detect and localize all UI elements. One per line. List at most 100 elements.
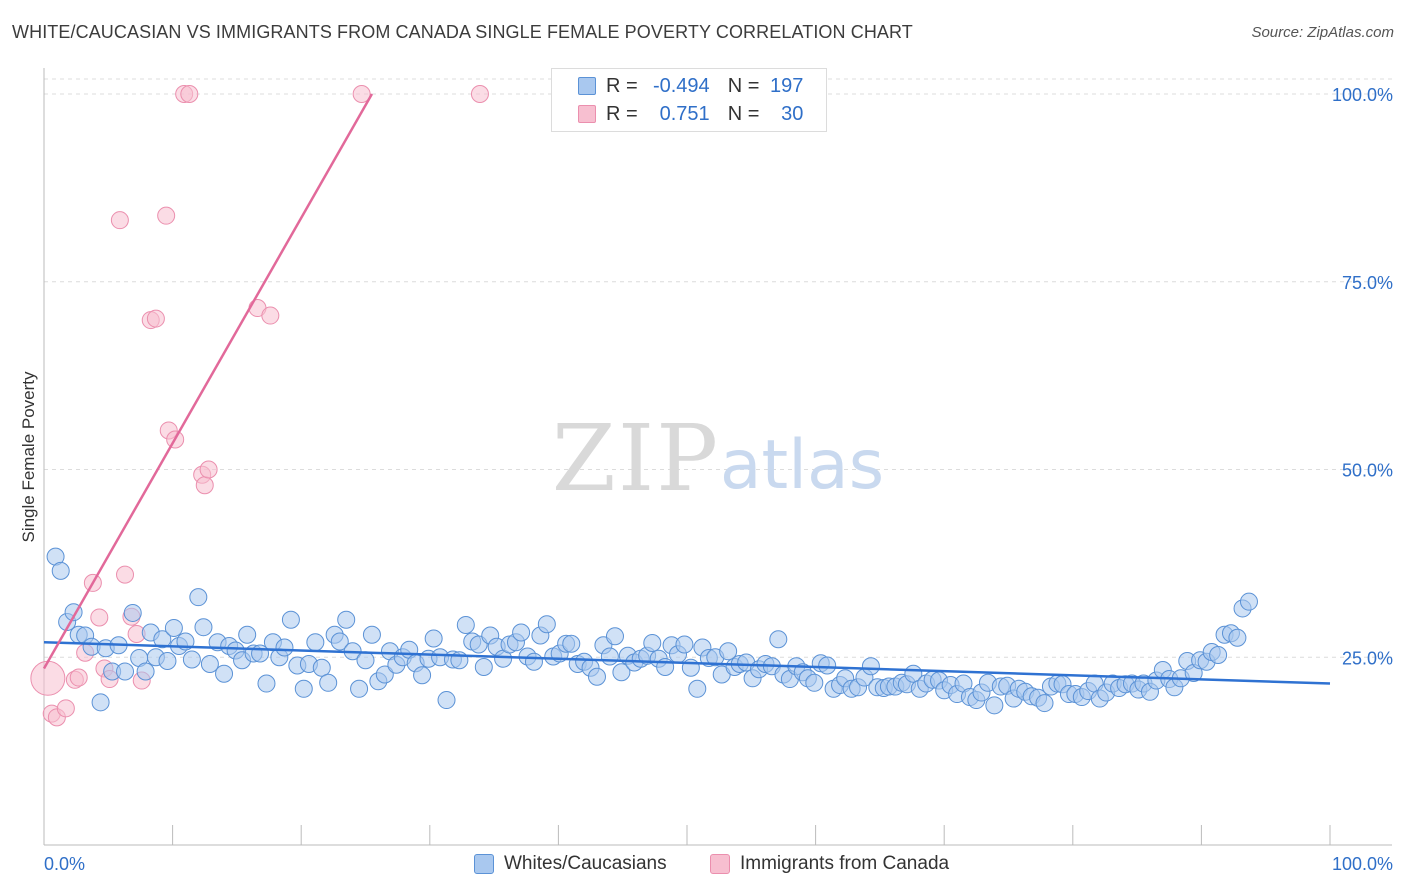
whites-point [474, 658, 493, 677]
legend-n-label: N = [727, 74, 760, 97]
legend-r-value-whites: -0.494 [652, 74, 710, 97]
whites-point [189, 588, 208, 607]
legend-swatch-canada [578, 105, 596, 123]
whites-point [688, 679, 707, 698]
bottom-legend-swatch-canada [710, 854, 730, 874]
whites-point [136, 662, 155, 681]
watermark: ZIP atlas [552, 405, 884, 512]
whites-point [524, 652, 543, 671]
bottom-legend-canada: Immigrants from Canada [710, 852, 949, 876]
source-label: Source: ZipAtlas.com [1251, 24, 1394, 41]
canada-point [199, 460, 218, 479]
whites-point [330, 632, 349, 651]
canada-point [470, 85, 489, 104]
whites-point [294, 679, 313, 698]
whites-point [1228, 628, 1247, 647]
y-tick-label: 50.0% [1342, 461, 1393, 481]
whites-point [456, 615, 475, 634]
whites-point [238, 625, 257, 644]
whites-point [1209, 646, 1228, 665]
whites-point [600, 647, 619, 666]
canada-point [116, 565, 135, 584]
x-tick-label-max: 100.0% [1332, 854, 1393, 874]
whites-point [805, 673, 824, 692]
canada-point [146, 309, 165, 328]
whites-point [281, 610, 300, 629]
canada-point [110, 211, 129, 230]
bottom-legend-label-canada: Immigrants from Canada [740, 853, 950, 874]
legend-n-value-canada: 30 [781, 102, 804, 125]
whites-point [200, 655, 219, 674]
whites-point [123, 603, 142, 622]
legend-n-value-whites: 197 [770, 74, 804, 97]
whites-point [612, 663, 631, 682]
whites-point [675, 635, 694, 654]
whites-point [1239, 592, 1258, 611]
whites-point [512, 623, 531, 642]
whites-point [861, 657, 880, 676]
watermark-zip: ZIP [552, 405, 720, 512]
legend-n-label: N = [727, 102, 760, 125]
bottom-legend-swatch-whites [474, 854, 494, 874]
whites-point [158, 652, 177, 671]
bottom-legend-label-whites: Whites/Caucasians [504, 853, 667, 874]
legend-r-label: R = [606, 102, 638, 125]
stats-legend: R = -0.494 N = 197 R = 0.751 N = 30 [551, 68, 827, 132]
whites-point [562, 634, 581, 653]
whites-point [194, 618, 213, 637]
canada-point [30, 660, 66, 696]
whites-trend-line [43, 640, 1331, 685]
canada-trend-line [42, 93, 374, 670]
whites-point [413, 666, 432, 685]
canada-point [261, 306, 280, 325]
whites-point [769, 630, 788, 649]
whites-point [257, 674, 276, 693]
whites-point [356, 651, 375, 670]
blue-series [46, 547, 1258, 715]
trend-lines [42, 93, 1331, 685]
watermark-atlas: atlas [720, 426, 884, 505]
whites-point [116, 662, 135, 681]
whites-point [537, 615, 556, 634]
canada-point [69, 668, 88, 687]
y-tick-label: 75.0% [1342, 273, 1393, 293]
whites-point [437, 691, 456, 710]
whites-point [818, 656, 837, 675]
whites-point [91, 693, 110, 712]
whites-point [319, 673, 338, 692]
canada-point [195, 476, 214, 495]
whites-point [337, 610, 356, 629]
chart-title: WHITE/CAUCASIAN VS IMMIGRANTS FROM CANAD… [12, 22, 913, 42]
whites-point [362, 625, 381, 644]
pink-series [30, 85, 489, 727]
whites-point [719, 642, 738, 661]
canada-point [90, 608, 109, 627]
whites-point [985, 696, 1004, 715]
y-tick-label: 25.0% [1342, 648, 1393, 668]
legend-swatch-whites [578, 77, 596, 95]
whites-point [605, 627, 624, 646]
legend-r-value-canada: 0.751 [659, 102, 710, 125]
bottom-legend-whites: Whites/Caucasians [474, 852, 667, 876]
whites-point [182, 650, 201, 669]
grid-lines [44, 78, 1392, 658]
whites-point [1035, 694, 1054, 713]
whites-point [312, 658, 331, 677]
whites-point [350, 679, 369, 698]
whites-point [164, 618, 183, 637]
axis-labels: 25.0% 50.0% 75.0% 100.0% 0.0% 100.0% Single Fe… [19, 85, 1393, 874]
canada-point [157, 206, 176, 225]
legend-r-label: R = [606, 74, 638, 97]
legend-row-canada: R = 0.751 N = 30 [552, 100, 803, 128]
whites-point [587, 667, 606, 686]
whites-point [215, 664, 234, 683]
canada-point [56, 699, 75, 718]
canada-point [180, 85, 199, 104]
whites-point [643, 633, 662, 652]
x-tick-label-min: 0.0% [44, 854, 85, 874]
whites-point [153, 630, 172, 649]
legend-row-whites: R = -0.494 N = 197 [552, 72, 803, 100]
whites-point [424, 629, 443, 648]
y-axis-label: Single Female Poverty [19, 371, 38, 543]
